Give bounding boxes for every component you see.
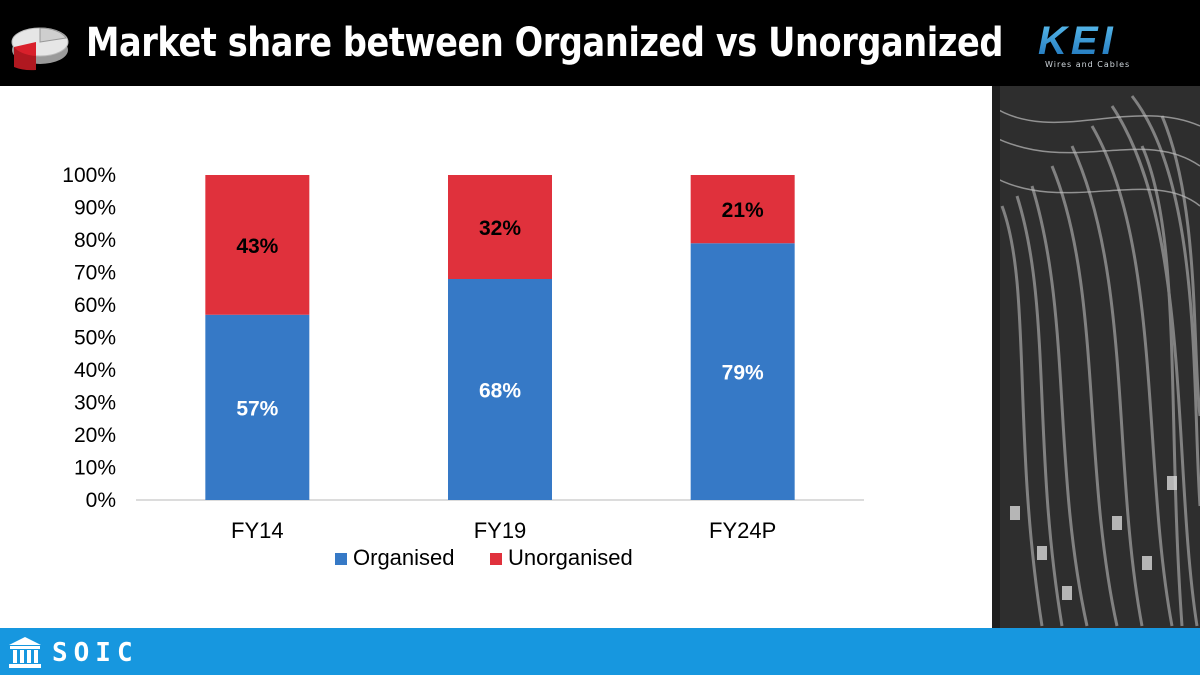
footer-bar <box>0 628 1200 675</box>
legend-swatch-unorganised <box>490 553 502 565</box>
data-label: 68% <box>479 380 521 403</box>
y-tick-label: 100% <box>62 164 116 187</box>
header-bar <box>0 0 1200 86</box>
y-tick-label: 60% <box>74 294 116 317</box>
data-label: 21% <box>722 199 764 222</box>
cables-photo <box>992 86 1200 628</box>
pie-chart-icon <box>11 27 69 71</box>
y-tick-label: 0% <box>86 489 116 512</box>
chart-panel: 0% 10% 20% 30% 40% 50% 60% 70% 80% 90% 100% 57% 43% F… <box>0 86 992 628</box>
bar-organised-fy24p <box>690 243 795 500</box>
page-title: Market share between Organized vs Unorga… <box>86 20 1003 66</box>
bar-unorganised-fy24p <box>690 175 795 244</box>
bar-organised-fy14 <box>205 314 310 500</box>
x-tick-label: FY19 <box>474 518 527 543</box>
data-label: 43% <box>236 235 278 258</box>
y-tick-label: 70% <box>74 262 116 285</box>
y-tick-label: 80% <box>74 229 116 252</box>
institution-building-icon <box>9 637 41 668</box>
x-tick-label: FY14 <box>231 518 284 543</box>
footer-brand: SOIC <box>52 638 139 668</box>
legend-label-organised: Organised <box>353 545 455 570</box>
kei-logo: KEI <box>1038 19 1117 63</box>
x-tick-label: FY24P <box>709 518 776 543</box>
bar-organised-fy19 <box>448 279 552 500</box>
y-tick-label: 10% <box>74 457 116 480</box>
logo-text: KEI <box>1038 19 1117 63</box>
data-label: 32% <box>479 217 521 240</box>
stacked-bar-chart: 0% 10% 20% 30% 40% 50% 60% 70% 80% 90% 100% 57% 43% F… <box>62 164 864 570</box>
legend-label-unorganised: Unorganised <box>508 545 633 570</box>
bar-unorganised-fy14 <box>205 175 310 315</box>
y-tick-label: 20% <box>74 424 116 447</box>
cables-image <box>992 86 1200 628</box>
data-label: 79% <box>722 362 764 385</box>
y-tick-label: 50% <box>74 327 116 350</box>
bar-unorganised-fy19 <box>448 175 552 279</box>
y-tick-label: 40% <box>74 359 116 382</box>
legend-swatch-organised <box>335 553 347 565</box>
y-tick-label: 90% <box>74 197 116 220</box>
data-label: 57% <box>236 397 278 420</box>
y-tick-label: 30% <box>74 392 116 415</box>
logo-tagline: Wires and Cables <box>1045 60 1131 69</box>
